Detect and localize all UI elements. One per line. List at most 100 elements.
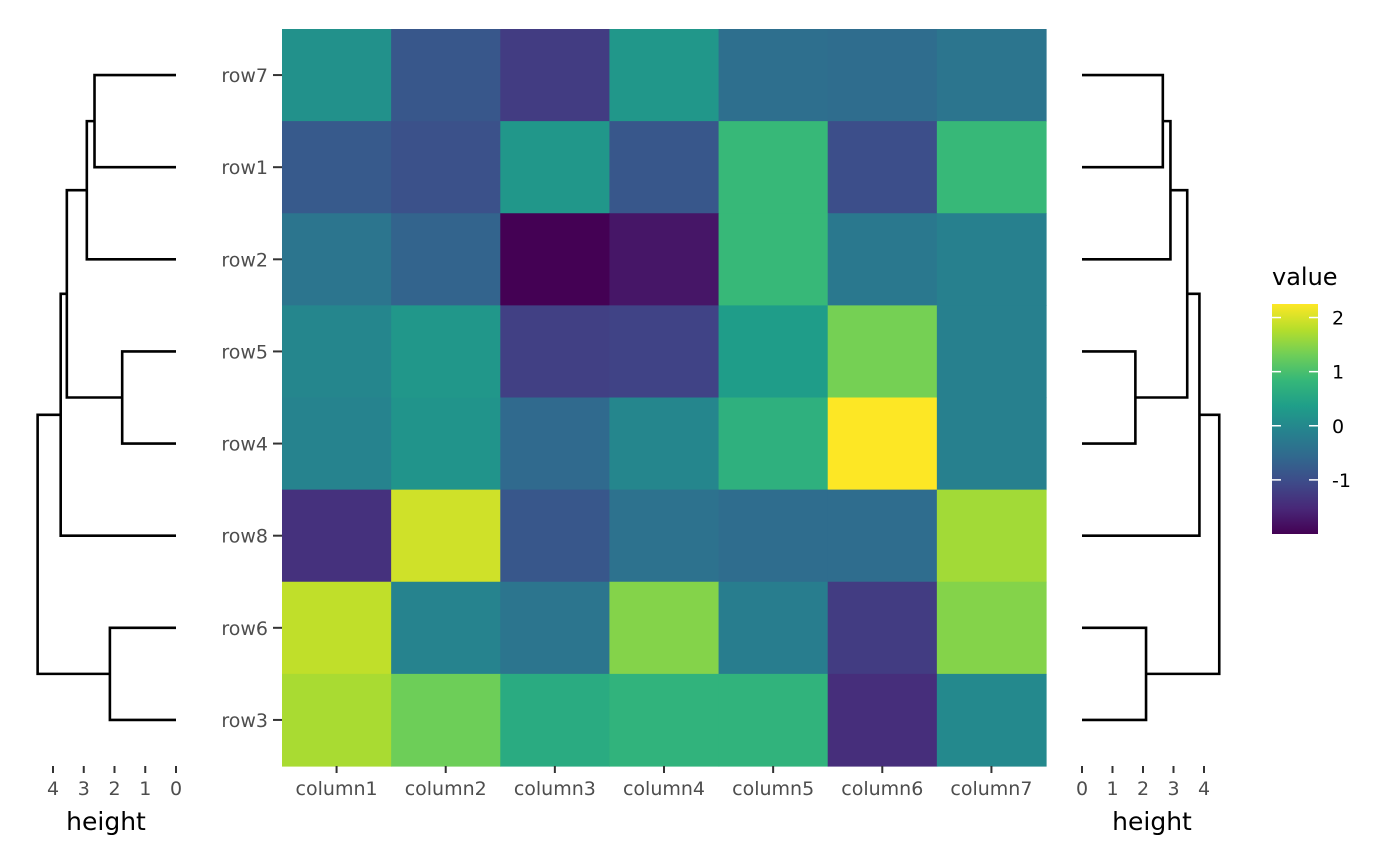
heatmap-cell — [718, 489, 829, 583]
height-tick-label: 3 — [78, 778, 90, 800]
heatmap-cell — [718, 581, 829, 675]
heatmap-cell — [391, 397, 501, 491]
column-label: column7 — [950, 778, 1032, 800]
legend-colorbar — [1272, 304, 1318, 534]
heatmap-cell — [718, 213, 829, 306]
heatmap-cell — [282, 305, 392, 399]
dendrogram-branch — [59, 292, 176, 537]
heatmap-cell — [609, 121, 720, 214]
height-tick-label: 0 — [1076, 778, 1088, 800]
heatmap-cell — [827, 305, 938, 399]
heatmap-cell — [282, 121, 392, 214]
legend-tick-label: -1 — [1332, 470, 1351, 492]
heatmap-cells — [282, 29, 1047, 767]
heatmap-cell — [609, 213, 720, 306]
heatmap-cell — [609, 581, 720, 675]
heatmap-cell — [282, 581, 392, 675]
heatmap-cell — [827, 213, 938, 306]
dendrogram-branch — [108, 626, 176, 722]
legend-title: value — [1272, 263, 1338, 291]
column-labels: column1 column2 column3 column4 column5 colum… — [296, 766, 1032, 800]
heatmap-cell — [500, 673, 611, 767]
row-labels: row7 row1 row2 row5 row4 row8 row6 row3 — [221, 65, 282, 732]
heatmap-cell — [827, 397, 938, 491]
legend-tick-label: 2 — [1332, 308, 1344, 330]
heatmap-cell — [500, 213, 611, 306]
heatmap-cell — [282, 489, 392, 583]
heatmap-cell — [827, 489, 938, 583]
dendrogram-branch — [36, 413, 110, 676]
dendrogram-branch — [65, 188, 123, 399]
heatmap-cell — [500, 305, 611, 399]
dendrogram-branch — [85, 119, 176, 261]
dendrogram-branch — [1082, 626, 1148, 722]
heatmap-cell — [936, 29, 1047, 122]
height-tick-label: 2 — [1137, 778, 1149, 800]
heatmap-cell — [282, 213, 392, 306]
heatmap-cell — [500, 29, 611, 122]
heatmap-cell — [718, 673, 829, 767]
height-tick-label: 4 — [1198, 778, 1210, 800]
dendrogram-branch — [1146, 413, 1221, 676]
heatmap-cell — [500, 397, 611, 491]
heatmap-cell — [391, 581, 501, 675]
heatmap-cell — [936, 121, 1047, 214]
heatmap-cell — [609, 29, 720, 122]
heatmap-cell — [936, 673, 1047, 767]
heatmap-cell — [936, 489, 1047, 583]
column-label: column6 — [841, 778, 923, 800]
height-tick-label: 4 — [47, 778, 59, 800]
heatmap-cell — [827, 121, 938, 214]
heatmap-cell — [827, 673, 938, 767]
row-label: row1 — [221, 157, 268, 179]
row-label: row5 — [221, 341, 268, 363]
right-axis-title: height — [1112, 807, 1192, 836]
heatmap-cell — [936, 213, 1047, 306]
heatmap-cell — [391, 213, 501, 306]
dendrogram-branch — [93, 73, 176, 169]
row-label: row6 — [221, 618, 268, 640]
heatmap-cell — [282, 29, 392, 122]
height-tick-label: 3 — [1167, 778, 1179, 800]
height-tick-label: 1 — [1106, 778, 1118, 800]
heatmap-cell — [718, 397, 829, 491]
left-axis-title: height — [66, 807, 146, 836]
height-tick-label: 0 — [170, 778, 182, 800]
dendrogram-branch — [1082, 350, 1137, 445]
heatmap-cell — [718, 121, 829, 214]
height-tick-label: 1 — [139, 778, 151, 800]
heatmap-cell — [827, 581, 938, 675]
row-label: row7 — [221, 65, 268, 87]
right-dendrogram — [1082, 73, 1221, 722]
heatmap-cell — [391, 673, 501, 767]
dendrogram-branch — [120, 350, 176, 445]
heatmap-cell — [718, 305, 829, 399]
heatmap-cell — [609, 489, 720, 583]
heatmap-cell — [827, 29, 938, 122]
legend-tick-label: 1 — [1332, 362, 1344, 384]
heatmap-cell — [609, 305, 720, 399]
column-label: column4 — [623, 778, 705, 800]
heatmap-cell — [500, 489, 611, 583]
heatmap-cell — [936, 305, 1047, 399]
column-label: column3 — [514, 778, 596, 800]
height-tick-label: 2 — [108, 778, 120, 800]
column-label: column5 — [732, 778, 814, 800]
left-dendrogram — [36, 73, 176, 722]
row-label: row2 — [221, 249, 268, 271]
column-label: column1 — [296, 778, 378, 800]
heatmap-cell — [500, 581, 611, 675]
legend-tick-label: 0 — [1332, 416, 1344, 438]
row-label: row3 — [221, 710, 268, 732]
color-legend: value -1 0 1 2 — [1272, 263, 1351, 534]
heatmap-cell — [391, 305, 501, 399]
row-label: row8 — [221, 526, 268, 548]
heatmap-cell — [609, 673, 720, 767]
heatmap-cell — [282, 673, 392, 767]
heatmap-cell — [282, 397, 392, 491]
heatmap-cell — [609, 397, 720, 491]
